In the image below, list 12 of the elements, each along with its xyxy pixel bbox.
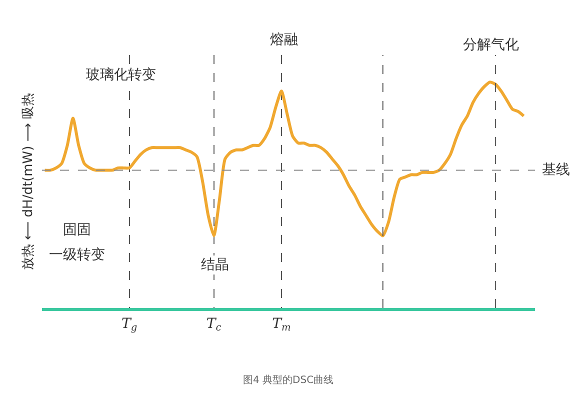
annotation: 玻璃化转变 <box>86 67 156 83</box>
annotation: 一级转变 <box>49 247 105 263</box>
text: 分解气化 <box>463 37 519 53</box>
caption: 图4 典型的DSC曲线 <box>243 374 334 386</box>
text: 熔融 <box>270 32 298 48</box>
x-tick-label: T$_{m}$ <box>272 316 291 334</box>
annotation: 固固 <box>63 222 91 238</box>
annotation: 结晶 <box>201 257 229 273</box>
y-axis-title: 放热 ⟵ dH/dt(mW) ⟶ 吸热 <box>20 92 36 270</box>
ref-line-label: 基线 <box>542 162 570 178</box>
x-tick-label: T$_{c}$ <box>206 316 222 334</box>
x-tick-label: T$_{g}$ <box>122 316 138 334</box>
